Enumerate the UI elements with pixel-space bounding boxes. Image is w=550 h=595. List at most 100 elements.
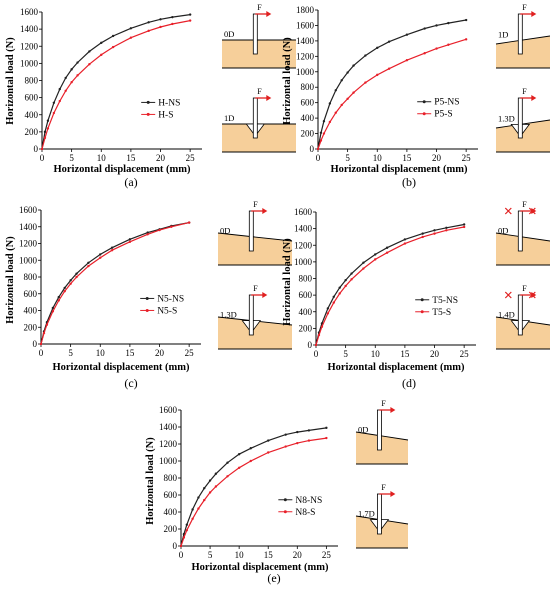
data-point-s [433,232,436,235]
data-point-s [405,58,409,62]
series-line-ns [317,19,467,150]
y-tick-label: 1400 [19,222,38,232]
embed-depth-label: 1.7D [358,509,375,519]
panel-caption: (c) [124,376,137,390]
data-point-ns [185,523,189,526]
data-point-s [42,331,46,335]
x-axis-title: Horizontal displacement (mm) [327,362,465,373]
data-point-ns [43,130,47,134]
data-point-ns [203,487,206,490]
data-point-ns [69,279,72,282]
x-tick-label: 0 [39,348,44,358]
legend-label-s: P5-S [434,110,452,120]
soil-body [356,432,408,464]
embed-depth-label: 1D [224,113,234,123]
data-point-s [146,233,149,236]
data-point-s [445,229,448,232]
cross-mark-icon [528,207,536,215]
data-point-ns [100,41,103,45]
data-point-s [307,439,311,442]
legend-label-s: N5-S [157,306,177,316]
data-point-s [267,451,270,454]
force-arrow-head [531,208,537,214]
data-point-ns [64,76,67,80]
series-line-s [40,222,190,345]
data-point-s [319,139,323,142]
y-tick-label: 800 [25,76,39,86]
data-point-ns [87,261,90,264]
data-point-ns [70,68,73,71]
force-arrow-head [262,292,268,298]
data-point-ns [346,71,349,74]
data-point-s [364,81,367,84]
data-point-ns [421,232,424,235]
pile [517,13,523,55]
series-line-s [317,38,467,150]
y-tick-label: 1200 [159,439,178,449]
legend-marker-s [283,510,287,514]
ground-surface-line [217,232,293,242]
data-point-ns [447,21,450,25]
data-point-ns [171,15,174,19]
data-point-s [376,73,379,77]
data-point-ns [405,33,409,36]
data-point-s [159,25,162,29]
panel-caption: (b) [402,175,416,189]
data-point-ns [128,238,132,241]
y-tick-label: 1400 [296,36,315,46]
data-point-s [179,544,183,548]
data-point-s [332,301,335,304]
data-point-ns [328,102,332,105]
data-point-s [75,275,78,279]
soil-body [218,233,292,265]
legend-label-ns: T5-NS [432,296,458,306]
cross-mark-icon [504,291,512,299]
data-point-s [350,278,353,281]
force-label: F [381,399,386,408]
chart-panel-2: 0 5 10 15 20 25 0 200 400 600 800 1000 1200 1400 1600 1… [282,3,550,189]
data-point-s [344,284,347,288]
pile [252,13,258,55]
data-point-s [322,132,326,135]
y-tick-label: 600 [25,93,39,103]
y-tick-label: 1000 [296,67,315,77]
data-point-s [435,47,438,50]
data-point-s [203,498,206,502]
y-tick-label: 1400 [159,422,178,432]
y-tick-label: 200 [301,129,315,139]
x-tick-label: 25 [462,153,472,163]
data-point-s [464,38,468,41]
chart-panel-3: 0 5 10 15 20 25 0 200 400 600 800 1000 1200 1400 1600 H… [5,200,293,390]
y-tick-label: 0 [310,144,315,154]
force-label: F [522,284,527,293]
data-point-s [421,235,424,239]
data-point-ns [110,246,114,249]
soil-body [496,317,550,349]
data-point-ns [445,226,448,229]
force-label: F [522,200,527,209]
data-point-s [76,74,79,77]
data-point-ns [147,21,150,24]
data-point-s [296,441,299,445]
y-tick-label: 600 [301,98,315,108]
x-axis-title: Horizontal displacement (mm) [191,562,329,573]
y-tick-label: 1000 [159,456,178,466]
data-point-ns [352,64,355,67]
x-tick-label: 0 [179,550,184,560]
series-line-s [180,437,327,547]
data-point-ns [296,430,299,434]
legend-marker-s [420,310,424,314]
y-tick-label: 800 [299,274,313,284]
data-point-ns [325,426,328,430]
data-point-ns [319,131,323,134]
y-tick-label: 200 [24,322,38,332]
y-tick-label: 1000 [19,255,38,265]
data-point-ns [284,433,287,436]
data-point-s [70,81,73,84]
x-tick-label: 15 [264,550,274,560]
x-tick-label: 5 [69,153,74,163]
data-point-ns [52,101,56,104]
data-point-ns [423,27,426,30]
x-axis-title: Horizontal displacement (mm) [330,164,468,175]
y-tick-label: 1600 [159,405,178,415]
